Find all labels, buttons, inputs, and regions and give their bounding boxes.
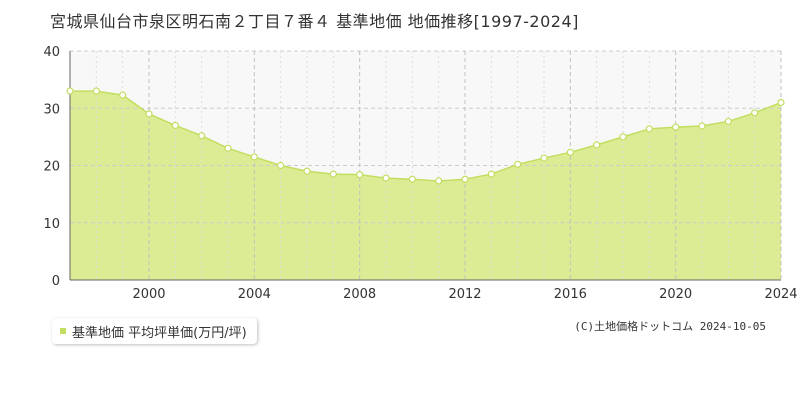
x-tick-label: 2016: [554, 287, 587, 302]
data-point: [435, 177, 443, 185]
data-point: [145, 110, 153, 118]
legend-swatch-icon: [60, 328, 66, 334]
data-point: [461, 175, 469, 183]
data-point: [382, 174, 390, 182]
data-point: [171, 121, 179, 130]
data-point: [303, 167, 311, 175]
data-point: [619, 133, 627, 141]
data-point: [92, 87, 100, 95]
copyright-text: (C)土地価格ドットコム 2024-10-05: [574, 320, 766, 333]
data-point: [356, 171, 364, 179]
data-point: [119, 91, 127, 99]
x-tick-label: 2020: [659, 287, 692, 302]
data-point: [777, 98, 785, 107]
data-point: [514, 160, 522, 168]
data-point: [329, 170, 337, 178]
x-tick-label: 2000: [132, 287, 165, 302]
data-point: [250, 153, 258, 161]
data-point: [66, 87, 74, 95]
x-tick-label: 2024: [764, 287, 797, 302]
series-line: [70, 90, 782, 182]
x-tick-label: 2012: [448, 287, 481, 302]
legend-label: 基準地価 平均坪単価(万円/坪): [72, 325, 247, 341]
y-tick-label: 10: [43, 217, 60, 232]
y-tick-label: 40: [43, 45, 60, 60]
data-point: [540, 154, 548, 162]
data-point: [277, 161, 285, 170]
data-point: [645, 125, 653, 133]
data-point: [487, 170, 495, 178]
data-point: [724, 117, 732, 126]
data-point: [672, 123, 680, 131]
x-tick-label: 2004: [238, 287, 271, 302]
data-point: [408, 175, 416, 183]
y-tick-label: 30: [43, 102, 60, 117]
chart-title: 宮城県仙台市泉区明石南２丁目７番４ 基準地価 地価推移[1997-2024]: [50, 12, 579, 31]
legend[interactable]: 基準地価 平均坪単価(万円/坪): [52, 318, 257, 344]
data-point: [224, 144, 232, 152]
data-point: [593, 141, 601, 149]
x-tick-label: 2008: [343, 287, 376, 302]
series-area: [70, 91, 781, 280]
y-tick-label: 20: [43, 160, 60, 175]
y-tick-label: 0: [52, 274, 60, 289]
data-point: [698, 122, 706, 130]
data-point: [751, 109, 759, 117]
data-point: [566, 148, 574, 156]
data-point: [198, 132, 206, 140]
